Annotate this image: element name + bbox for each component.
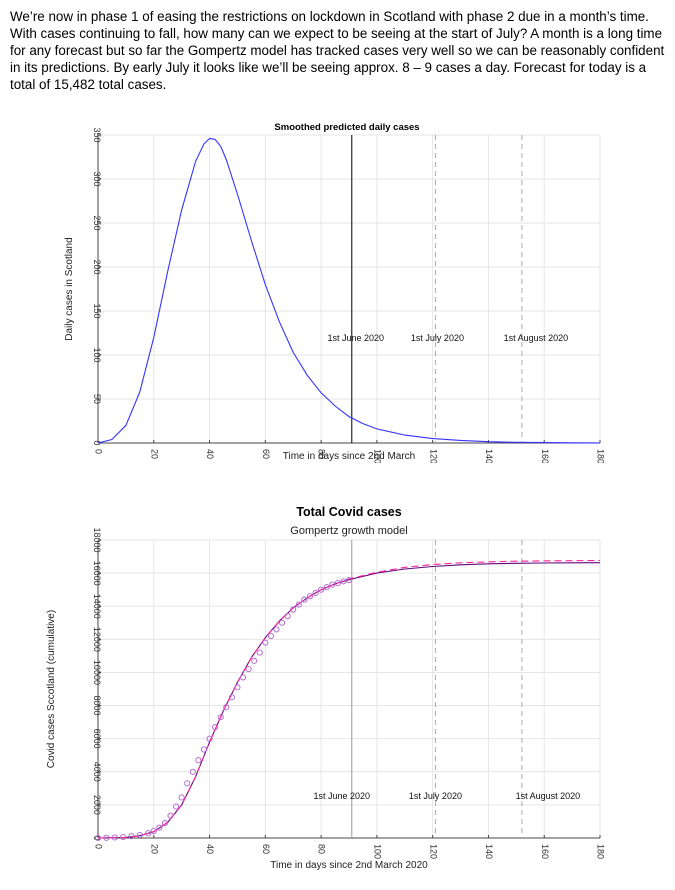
x-tick-label: 160 (540, 449, 550, 463)
data-point (279, 619, 286, 626)
data-point (178, 794, 185, 801)
x-tick-label: 0 (94, 844, 104, 849)
x-tick-label: 140 (484, 449, 494, 463)
date-marker-label: 1st June 2020 (314, 791, 371, 801)
y-tick-label: 300 (92, 171, 102, 186)
x-tick-label: 40 (205, 449, 215, 459)
y-tick-label: 200 (92, 259, 102, 274)
y-axis-label: Covid cases Sccotland (cumulative) (46, 610, 57, 768)
x-tick-label: 60 (261, 844, 271, 854)
data-point (136, 831, 143, 839)
x-tick-label: 80 (317, 844, 327, 854)
chart-title: Smoothed predicted daily cases (274, 122, 419, 133)
data-point (273, 626, 280, 633)
y-axis-label: Daily cases in Scotland (64, 237, 75, 340)
chart-subtitle: Gompertz growth model (290, 525, 407, 537)
data-point (173, 803, 180, 810)
data-point (120, 833, 127, 841)
y-tick-label: 18000 (92, 527, 102, 552)
data-point (318, 586, 325, 593)
intro-paragraph: We’re now in phase 1 of easing the restr… (10, 9, 665, 92)
daily-cases-chart: 0 20 40 60 80 100 120 140 160 180 0 50 100 150 200 250 3… (64, 122, 606, 463)
y-tick-label: 350 (92, 127, 102, 142)
data-point (267, 632, 274, 640)
data-point (206, 735, 213, 742)
data-point (234, 684, 241, 691)
series-line (97, 559, 601, 839)
data-point (251, 657, 258, 664)
data-point (323, 584, 330, 591)
x-tick-label: 180 (596, 449, 606, 463)
y-tick-label: 12000 (92, 627, 102, 652)
x-tick-label: 120 (428, 449, 438, 463)
y-tick-label: 10000 (92, 660, 102, 685)
data-point (184, 780, 191, 787)
x-tick-label: 40 (205, 844, 215, 854)
x-axis-label: Time in days since 2nd March (283, 451, 415, 462)
date-marker-label: 1st July 2020 (411, 333, 464, 343)
y-tick-label: 4000 (92, 762, 102, 782)
data-point (189, 768, 196, 775)
date-marker-label: 1st August 2020 (516, 791, 581, 801)
y-tick-label: 250 (92, 215, 102, 230)
x-tick-label: 20 (149, 449, 159, 459)
data-point (161, 820, 168, 827)
data-point (306, 593, 314, 600)
y-tick-label: 150 (92, 303, 102, 318)
x-tick-label: 80 (317, 449, 327, 459)
x-tick-label: 0 (94, 449, 104, 454)
y-tick-label: 50 (92, 394, 102, 404)
data-point (295, 601, 302, 608)
date-marker-label: 1st August 2020 (504, 333, 569, 343)
data-point (145, 830, 152, 837)
data-point (195, 757, 202, 764)
x-tick-label: 140 (484, 844, 494, 859)
x-tick-label: 100 (373, 449, 383, 463)
y-tick-label: 2000 (92, 795, 102, 815)
data-point (150, 827, 157, 835)
data-point (329, 581, 336, 588)
data-point (239, 674, 247, 681)
y-tick-label: 0 (92, 835, 102, 840)
data-point (245, 666, 252, 673)
data-point (312, 589, 319, 597)
data-point (228, 694, 235, 701)
x-tick-label: 180 (596, 844, 606, 859)
data-point (200, 746, 208, 753)
data-point (128, 833, 135, 840)
x-axis-label: Time in days since 2nd March 2020 (270, 860, 428, 871)
data-point (103, 834, 110, 841)
y-tick-label: 8000 (92, 696, 102, 716)
data-point (111, 834, 118, 841)
data-point (301, 596, 308, 603)
data-point (156, 824, 163, 831)
y-tick-label: 0 (92, 440, 102, 445)
chart-title: Total Covid cases (296, 505, 401, 519)
y-tick-label: 14000 (92, 594, 102, 619)
data-point (334, 579, 341, 587)
x-tick-label: 20 (149, 844, 159, 854)
x-tick-label: 60 (261, 449, 271, 459)
x-tick-label: 160 (540, 844, 550, 859)
y-tick-label: 16000 (92, 561, 102, 586)
data-point (212, 724, 219, 731)
y-tick-label: 100 (92, 347, 102, 362)
data-point (340, 578, 347, 585)
x-tick-label: 100 (373, 844, 383, 859)
total-cases-chart: 0 20 40 60 80 100 120 140 160 180 0 2000 4000 6000 800… (46, 505, 606, 871)
data-point (262, 639, 269, 646)
data-point (94, 834, 102, 842)
data-point (290, 606, 297, 613)
data-point (223, 704, 230, 711)
y-tick-label: 6000 (92, 729, 102, 749)
data-point (167, 812, 174, 819)
series-line (97, 137, 601, 444)
data-point (345, 577, 353, 584)
data-point (256, 649, 263, 656)
data-point (217, 714, 224, 721)
date-marker-label: 1st June 2020 (328, 333, 385, 343)
date-marker-label: 1st July 2020 (409, 791, 462, 801)
data-point (284, 613, 291, 620)
x-tick-label: 120 (428, 844, 438, 859)
